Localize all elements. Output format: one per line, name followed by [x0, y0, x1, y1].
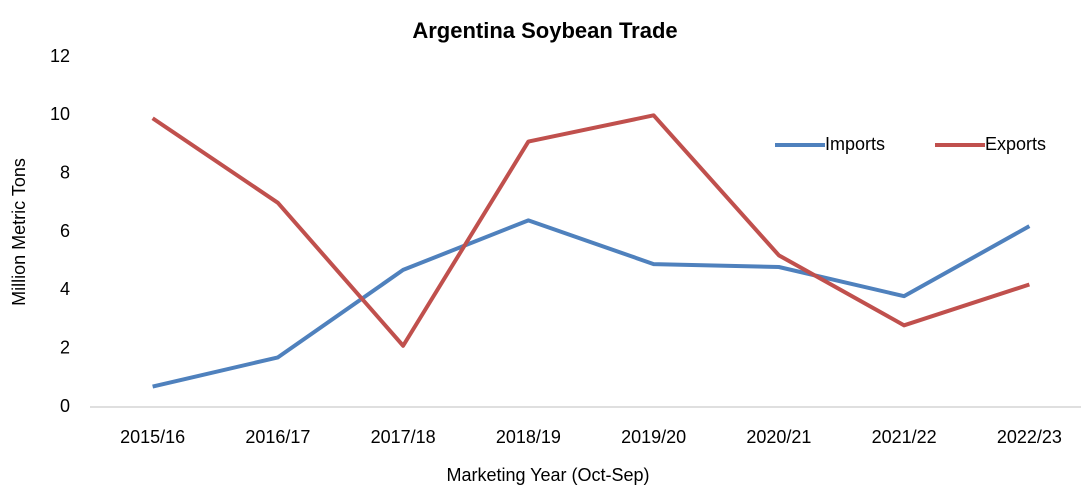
y-axis-title: Million Metric Tons [9, 158, 29, 306]
x-tick-label: 2017/18 [371, 427, 436, 447]
x-axis-title: Marketing Year (Oct-Sep) [446, 465, 649, 485]
y-tick-label: 12 [50, 46, 70, 66]
series-line [151, 113, 1030, 348]
series-line [152, 218, 1031, 389]
y-tick-label: 10 [50, 104, 70, 124]
x-tick-label: 2018/19 [496, 427, 561, 447]
chart-title: Argentina Soybean Trade [412, 18, 677, 43]
y-tick-label: 0 [60, 396, 70, 416]
y-tick-label: 2 [60, 337, 70, 357]
x-tick-label: 2021/22 [872, 427, 937, 447]
x-tick-label: 2022/23 [997, 427, 1062, 447]
x-tick-label: 2016/17 [245, 427, 310, 447]
x-tick-label: 2015/16 [120, 427, 185, 447]
legend-label: Imports [825, 134, 885, 154]
y-tick-label: 6 [60, 221, 70, 241]
y-tick-label: 8 [60, 162, 70, 182]
y-tick-label: 4 [60, 279, 70, 299]
legend-label: Exports [985, 134, 1046, 154]
x-tick-label: 2019/20 [621, 427, 686, 447]
x-tick-label: 2020/21 [746, 427, 811, 447]
